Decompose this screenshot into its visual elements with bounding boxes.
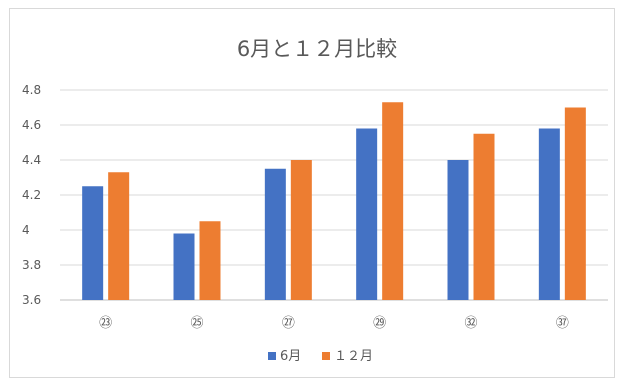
bar-series1 [539, 129, 560, 301]
bars [82, 102, 586, 300]
y-tick-labels: 3.6 3.8 4 4.2 4.4 4.6 4.8 [22, 83, 41, 307]
y-tick-label: 4.6 [22, 118, 41, 132]
bar-series2 [108, 172, 129, 300]
bar-series1 [448, 160, 469, 300]
x-category-label: ㉓ [99, 316, 112, 331]
x-category-label: ㉙ [373, 316, 386, 331]
x-category-label: ㉕ [190, 316, 203, 331]
y-tick-label: 3.6 [22, 293, 41, 307]
legend-label: 6月 [280, 349, 301, 364]
chart-title: 6月と１２月比較 [237, 37, 397, 61]
bar-series1 [174, 234, 195, 301]
legend-label: １２月 [334, 349, 373, 364]
y-tick-label: 4.8 [22, 83, 41, 97]
legend: 6月 １２月 [268, 349, 373, 364]
legend-swatch [322, 352, 330, 360]
y-tick-label: 3.8 [22, 258, 41, 272]
bar-series2 [565, 108, 586, 301]
y-tick-label: 4.4 [22, 153, 41, 167]
y-tick-label: 4.2 [22, 188, 41, 202]
bar-series2 [474, 134, 495, 300]
bar-series1 [265, 169, 286, 300]
bar-series2 [200, 221, 221, 300]
y-tick-label: 4 [22, 223, 30, 237]
x-category-label: ㉗ [282, 316, 295, 331]
bar-series1 [356, 129, 377, 301]
bar-series2 [382, 102, 403, 300]
x-category-label: ㉜ [464, 316, 477, 331]
x-category-label: ㊲ [556, 316, 569, 331]
bar-series1 [82, 186, 103, 300]
bar-series2 [291, 160, 312, 300]
category-labels: ㉓ ㉕ ㉗ ㉙ ㉜ ㊲ [99, 316, 569, 331]
legend-swatch [268, 352, 276, 360]
gridlines [60, 90, 608, 300]
